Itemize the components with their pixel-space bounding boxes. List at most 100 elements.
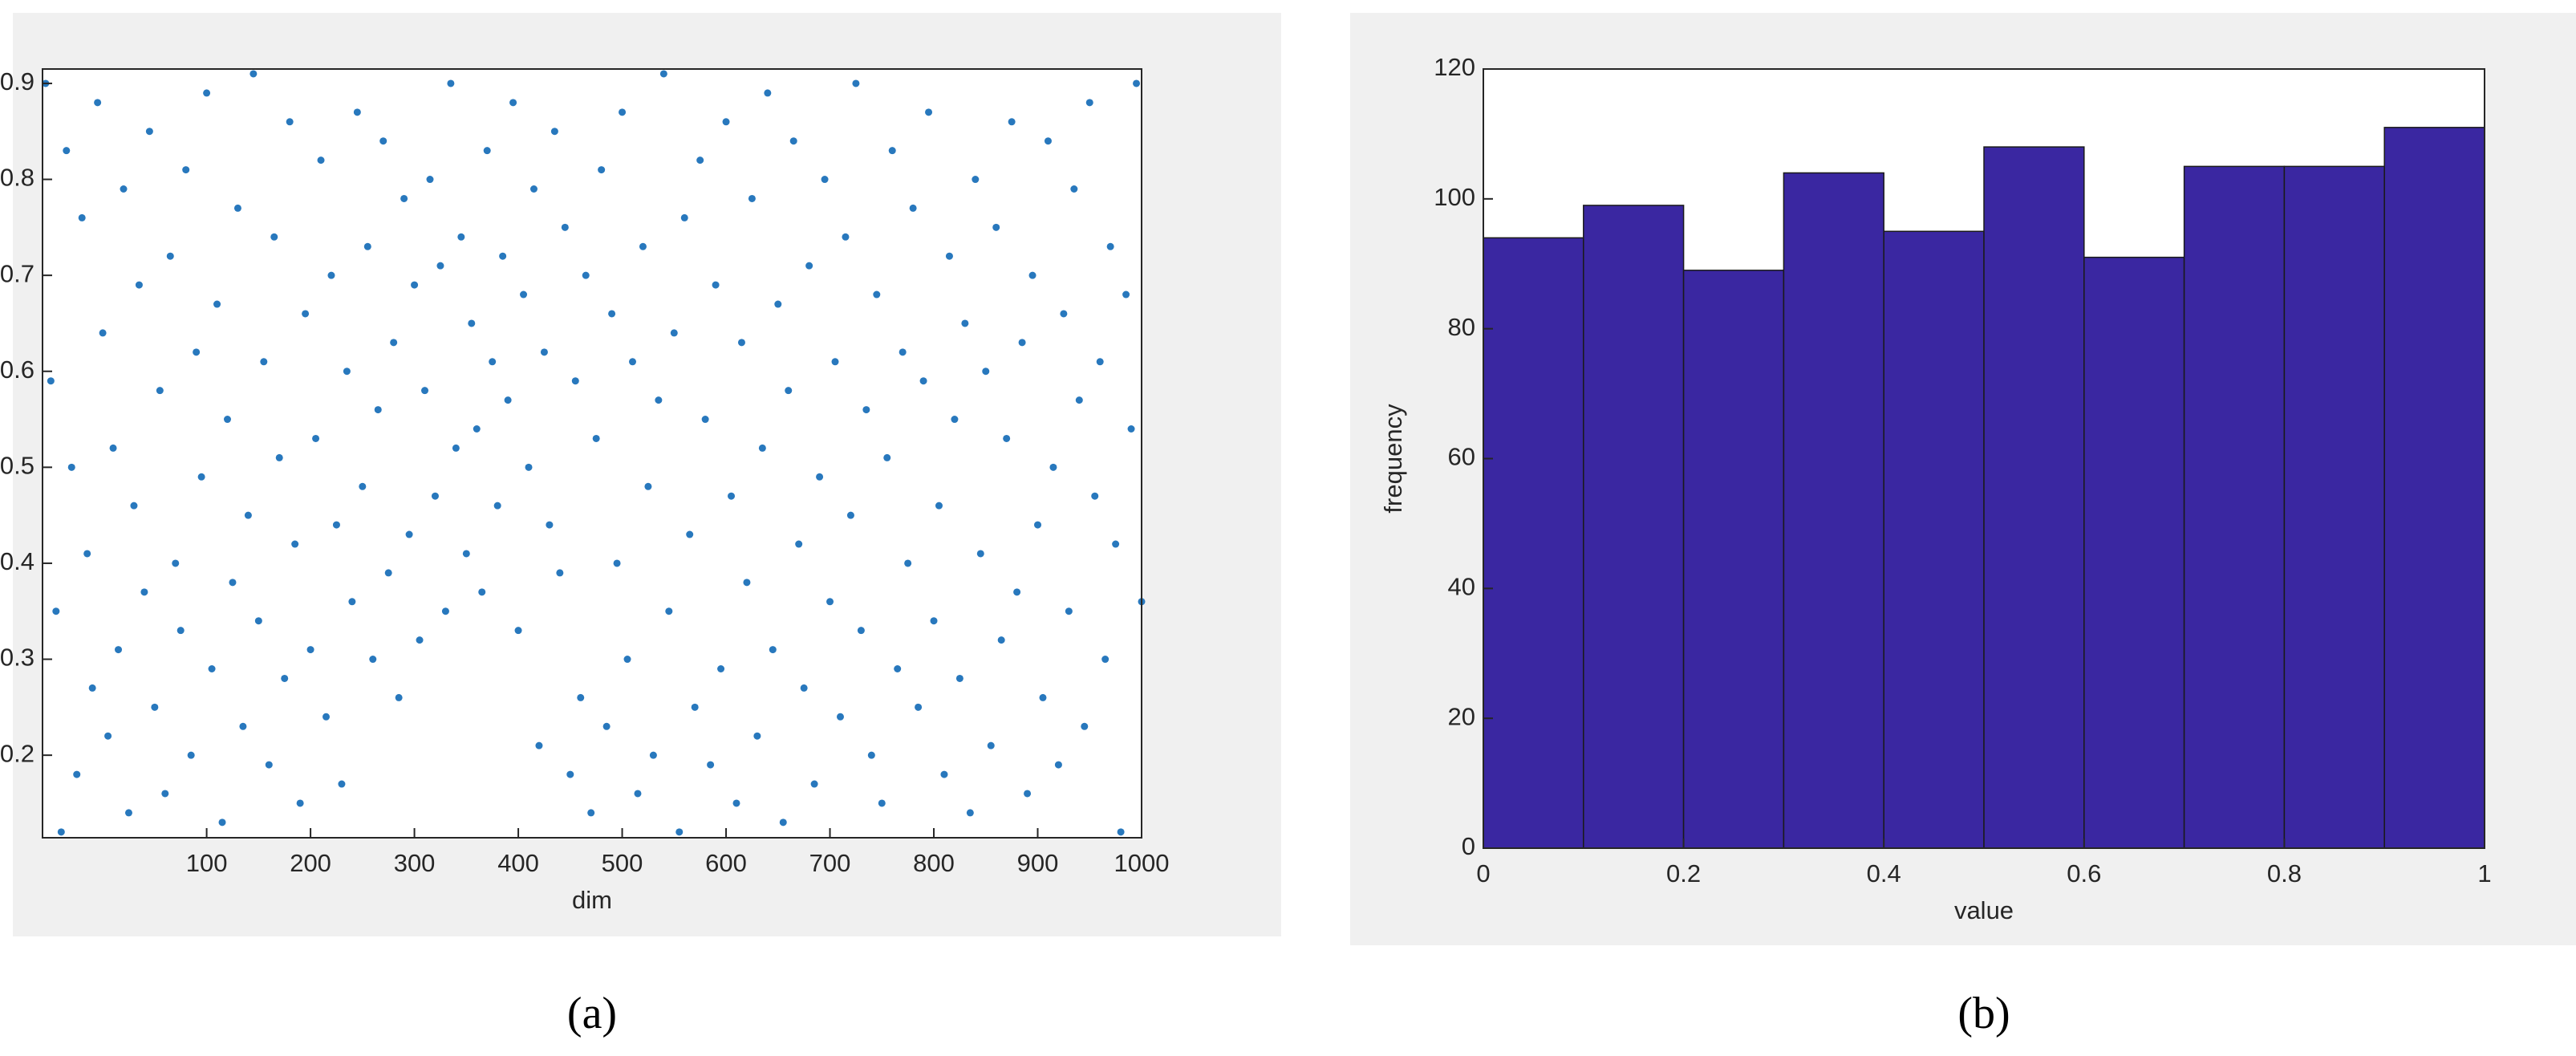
scatter-point — [63, 147, 71, 155]
scatter-point — [655, 396, 663, 404]
scatter-point — [915, 703, 923, 711]
x-tick-label: 1000 — [1114, 849, 1170, 877]
scatter-point — [867, 751, 875, 759]
scatter-point — [779, 818, 787, 827]
scatter-point — [323, 713, 331, 721]
scatter-point — [769, 646, 777, 654]
scatter-point — [291, 540, 299, 548]
scatter-point — [608, 310, 616, 318]
scatter-point — [675, 828, 684, 836]
scatter-point — [540, 348, 548, 356]
x-tick-label: 0.2 — [1666, 859, 1701, 887]
scatter-point — [1133, 79, 1141, 87]
scatter-point — [862, 406, 870, 414]
y-tick-label: 0 — [1462, 832, 1475, 860]
scatter-point — [1070, 185, 1078, 193]
scatter-point — [421, 387, 429, 395]
x-tick-label: 500 — [602, 849, 643, 877]
scatter-point — [244, 511, 252, 519]
scatter-point — [550, 128, 558, 136]
x-tick-label: 600 — [705, 849, 747, 877]
scatter-point — [717, 665, 725, 673]
scatter-point — [327, 271, 335, 279]
scatter-point — [359, 482, 367, 490]
scatter-point — [846, 511, 854, 519]
scatter-point — [686, 530, 694, 538]
scatter-point — [753, 732, 761, 740]
scatter-point — [935, 502, 943, 510]
x-tick-label: 200 — [290, 849, 331, 877]
scatter-point — [254, 617, 262, 625]
scatter-point — [457, 233, 465, 241]
scatter-point — [99, 329, 107, 337]
scatter-point — [529, 185, 538, 193]
scatter-point — [1065, 607, 1073, 615]
scatter-point — [374, 406, 382, 414]
scatter-point — [728, 492, 736, 500]
scatter-point — [930, 617, 938, 625]
scatter-point — [909, 204, 917, 212]
scatter-point — [665, 607, 673, 615]
scatter-point — [546, 521, 554, 529]
scatter-point — [556, 569, 564, 577]
scatter-point — [348, 598, 356, 606]
scatter-point — [88, 684, 96, 692]
scatter-point — [535, 741, 543, 749]
scatter-point — [187, 751, 195, 759]
scatter-point — [197, 473, 205, 481]
scatter-point — [78, 213, 86, 221]
scatter-point — [602, 722, 611, 730]
scatter-point — [441, 607, 449, 615]
scatter-point — [73, 770, 81, 778]
scatter-point — [462, 550, 470, 558]
scatter-point — [47, 377, 55, 385]
scatter-point — [748, 194, 756, 202]
scatter-point — [379, 137, 387, 145]
scatter-point — [1054, 761, 1062, 769]
scatter-point — [639, 242, 647, 250]
scatter-point — [940, 770, 948, 778]
scatter-point — [972, 176, 980, 184]
scatter-point — [894, 665, 902, 673]
scatter-point — [504, 396, 512, 404]
scatter-point — [395, 693, 403, 701]
scatter-point — [955, 674, 963, 682]
scatter-point — [561, 223, 569, 231]
scatter-point — [1044, 137, 1052, 145]
scatter-point — [1096, 358, 1104, 366]
x-tick-label: 900 — [1017, 849, 1059, 877]
scatter-point — [140, 588, 148, 596]
scatter-point — [229, 579, 237, 587]
scatter-point — [302, 310, 310, 318]
scatter-point — [67, 463, 75, 471]
scatter-point — [306, 646, 314, 654]
scatter-point — [619, 108, 627, 116]
scatter-point — [582, 271, 590, 279]
scatter-point — [629, 358, 637, 366]
y-tick-label: 0.8 — [0, 164, 34, 192]
y-tick-label: 0.9 — [0, 67, 34, 95]
x-tick-label: 0.6 — [2067, 859, 2101, 887]
scatter-point — [499, 252, 507, 260]
scatter-point — [135, 281, 143, 289]
scatter-point — [899, 348, 907, 356]
scatter-point — [789, 137, 797, 145]
scatter-point — [130, 502, 138, 510]
x-tick-label: 0.4 — [1867, 859, 1901, 887]
scatter-point — [312, 434, 320, 442]
scatter-point — [680, 213, 688, 221]
scatter-point — [468, 319, 476, 327]
scatter-point — [483, 147, 491, 155]
scatter-point — [961, 319, 969, 327]
scatter-point — [115, 646, 123, 654]
scatter-point — [707, 761, 715, 769]
scatter-point — [405, 530, 413, 538]
scatter-point — [436, 262, 444, 270]
scatter-point — [400, 194, 408, 202]
x-axis-label: dim — [572, 886, 612, 914]
histogram-bar — [1583, 205, 1685, 849]
x-tick-label: 1 — [2477, 859, 2491, 887]
histogram-bar — [1682, 270, 1785, 849]
scatter-point — [795, 540, 803, 548]
scatter-point — [732, 799, 740, 807]
